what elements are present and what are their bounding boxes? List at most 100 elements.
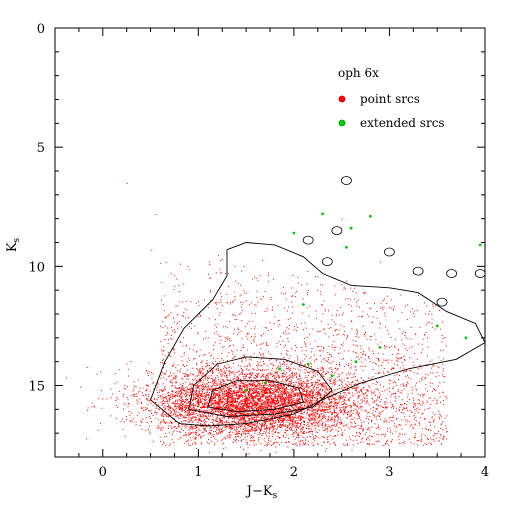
data-point <box>224 407 225 408</box>
data-point <box>213 392 215 394</box>
data-point <box>274 384 276 386</box>
data-point <box>288 411 290 413</box>
data-point <box>224 399 226 401</box>
data-point <box>333 411 335 413</box>
data-point <box>185 394 187 396</box>
data-point <box>241 416 243 418</box>
data-point <box>169 408 171 410</box>
data-point <box>157 419 159 421</box>
data-point <box>258 373 259 375</box>
data-point <box>278 376 280 378</box>
data-point <box>320 383 322 385</box>
data-point <box>410 411 412 413</box>
data-point <box>232 405 234 407</box>
data-point <box>344 402 346 404</box>
data-point <box>209 415 211 417</box>
data-point <box>350 405 352 407</box>
data-point <box>182 386 184 388</box>
data-point <box>332 411 334 413</box>
data-point <box>259 387 261 389</box>
data-point <box>123 387 125 389</box>
data-point <box>239 395 241 397</box>
data-point <box>203 383 205 385</box>
data-point <box>317 399 319 401</box>
data-point <box>272 410 274 411</box>
data-point <box>338 400 340 402</box>
data-point <box>368 427 370 429</box>
data-point <box>207 413 209 415</box>
data-point <box>254 423 256 425</box>
data-point <box>241 374 243 375</box>
data-point <box>350 406 352 408</box>
data-point <box>183 407 185 408</box>
data-point <box>235 382 237 384</box>
data-point <box>262 411 264 413</box>
data-point <box>267 388 269 390</box>
data-point <box>177 402 179 404</box>
data-point <box>148 396 150 397</box>
data-point <box>184 415 186 417</box>
data-point <box>268 384 270 385</box>
data-point <box>315 411 317 413</box>
data-point <box>158 408 160 410</box>
data-point <box>228 433 230 435</box>
data-point <box>155 406 157 408</box>
data-point <box>331 418 333 420</box>
data-point <box>209 382 211 383</box>
data-point <box>240 402 242 404</box>
data-point <box>243 378 245 380</box>
data-point <box>264 391 266 392</box>
data-point <box>225 447 227 449</box>
data-point <box>383 421 385 423</box>
data-point <box>257 419 259 421</box>
data-point <box>302 394 304 396</box>
data-point <box>240 413 242 415</box>
data-point <box>272 379 274 381</box>
data-point <box>283 414 285 416</box>
data-point <box>319 394 321 396</box>
data-point <box>252 397 254 399</box>
data-point <box>226 370 228 372</box>
data-point <box>386 406 388 408</box>
data-point <box>343 424 345 426</box>
data-point <box>282 394 284 395</box>
data-point <box>139 387 141 389</box>
data-point <box>195 420 197 422</box>
data-point <box>297 399 299 401</box>
data-point <box>231 397 233 399</box>
data-point <box>275 418 276 419</box>
data-point <box>176 415 178 417</box>
data-point <box>199 390 201 392</box>
data-point <box>212 408 214 410</box>
data-point <box>319 410 321 412</box>
data-point <box>219 409 221 411</box>
data-point <box>315 408 317 410</box>
data-point <box>308 427 310 429</box>
data-point <box>261 399 263 401</box>
data-point <box>142 418 144 420</box>
data-point <box>296 419 298 421</box>
data-point <box>205 386 206 387</box>
data-point <box>305 381 307 383</box>
data-point <box>288 394 290 396</box>
data-point <box>243 417 245 418</box>
data-point <box>251 395 253 397</box>
data-point <box>223 387 225 389</box>
data-point <box>170 425 172 427</box>
data-point <box>255 377 257 379</box>
data-point <box>275 402 277 404</box>
data-point <box>309 401 311 403</box>
data-point <box>254 427 256 429</box>
data-point <box>299 393 300 395</box>
data-point <box>152 382 154 384</box>
data-point <box>249 372 251 374</box>
data-point <box>341 412 343 414</box>
data-point <box>241 421 243 423</box>
data-point <box>260 395 262 397</box>
data-point <box>165 370 167 372</box>
data-point <box>244 366 246 368</box>
data-point <box>265 398 267 400</box>
data-point <box>159 436 161 438</box>
data-point <box>278 391 280 393</box>
data-point <box>198 392 200 394</box>
